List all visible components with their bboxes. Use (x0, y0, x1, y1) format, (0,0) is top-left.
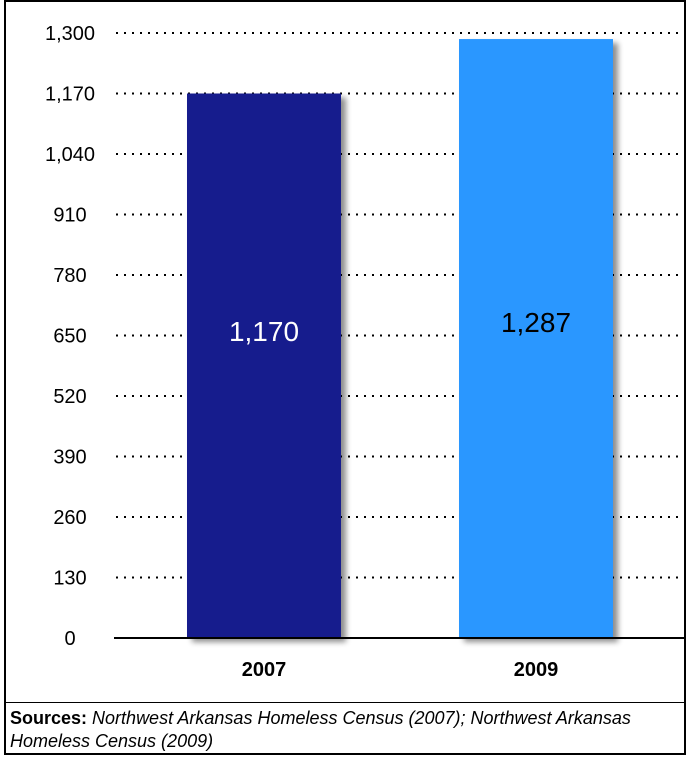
x-axis-ticks: 2007 2009 (242, 659, 559, 681)
sources-label: Sources: (10, 708, 88, 728)
y-tick-label: 260 (53, 507, 86, 529)
y-tick-label: 1,170 (45, 84, 95, 106)
bars: 1,170 1,287 (187, 39, 613, 639)
y-tick-label: 910 (53, 205, 86, 227)
y-tick-label: 520 (53, 386, 86, 408)
y-axis-ticks: 0 130 260 390 520 650 780 910 1,040 1,170 1,300 (45, 23, 95, 650)
bar-chart: 0 130 260 390 520 650 780 910 1,040 1,170 1,300 1,… (45, 23, 684, 681)
sources-divider (6, 702, 684, 703)
bar-2007 (187, 93, 341, 638)
y-tick-label: 650 (53, 326, 86, 348)
sources-text: Northwest Arkansas Homeless Census (2007… (10, 708, 631, 751)
x-tick-label: 2009 (514, 659, 559, 681)
y-tick-label: 130 (53, 568, 86, 590)
chart-frame (4, 0, 686, 755)
data-label: 1,287 (501, 307, 571, 338)
sources-note: Sources: Northwest Arkansas Homeless Cen… (10, 707, 680, 753)
y-tick-label: 0 (64, 628, 75, 650)
data-label: 1,170 (229, 316, 299, 347)
y-tick-label: 390 (53, 447, 86, 469)
y-tick-label: 1,300 (45, 23, 95, 45)
bar-2009 (459, 39, 613, 639)
chart-top-border (4, 0, 686, 10)
y-tick-label: 1,040 (45, 144, 95, 166)
x-tick-label: 2007 (242, 659, 287, 681)
y-tick-label: 780 (53, 265, 86, 287)
